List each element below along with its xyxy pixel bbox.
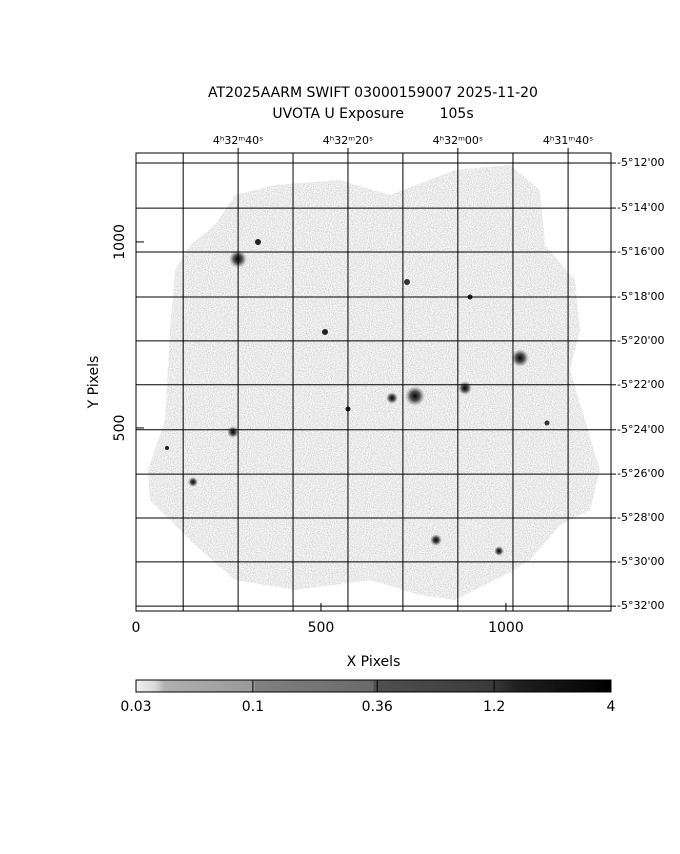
source xyxy=(405,386,425,406)
plot-frame xyxy=(135,152,612,612)
y2-tick-label: -5°18'00 xyxy=(617,290,665,303)
colorbar-tick-label: 1.2 xyxy=(483,699,505,715)
source xyxy=(386,392,398,404)
colorbar-tick-label: 0.03 xyxy=(120,699,151,715)
y-tick-label: 500 xyxy=(112,415,128,442)
source xyxy=(544,420,550,426)
source xyxy=(511,349,529,367)
y2-tick-label: -5°12'00 xyxy=(617,156,665,169)
y2-tick-label: -5°30'00 xyxy=(617,555,665,568)
y2-tick-label: -5°16'00 xyxy=(617,245,665,258)
x-tick-label: 0 xyxy=(132,620,141,636)
y2-tick-label: -5°14'00 xyxy=(617,201,665,214)
chart-subtitle: UVOTA U Exposure 105s xyxy=(272,106,473,122)
source xyxy=(227,426,239,438)
source xyxy=(430,534,442,546)
image-field xyxy=(148,165,600,600)
source xyxy=(255,239,261,245)
source xyxy=(165,446,169,450)
x2-tick-label: 4ʰ32ᵐ40ˢ xyxy=(213,134,263,147)
axes: 0 500 1000 500 1000 4ʰ32ᵐ40ˢ 4ʰ32ᵐ20ˢ 4ʰ32ᵐ00ˢ 4… xyxy=(86,134,665,715)
y-tick-label: 1000 xyxy=(112,224,128,260)
y2-tick-label: -5°24'00 xyxy=(617,423,665,436)
exposure-area xyxy=(148,165,600,600)
y2-tick-label: -5°22'00 xyxy=(617,378,665,391)
source xyxy=(494,546,504,556)
y2-tick-label: -5°28'00 xyxy=(617,511,665,524)
x2-tick-label: 4ʰ32ᵐ00ˢ xyxy=(433,134,483,147)
chart-title: AT2025AARM SWIFT 03000159007 2025-11-20 xyxy=(208,85,538,101)
y2-tick-label: -5°20'00 xyxy=(617,334,665,347)
colorbar-tick-label: 4 xyxy=(607,699,616,715)
x-tick-label: 1000 xyxy=(488,620,524,636)
colorbar xyxy=(135,679,612,693)
x2-tick-label: 4ʰ31ᵐ40ˢ xyxy=(543,134,593,147)
source xyxy=(188,477,198,487)
y2-tick-label: -5°26'00 xyxy=(617,467,665,480)
x-tick-label: 500 xyxy=(308,620,335,636)
source xyxy=(404,279,410,285)
source xyxy=(322,329,328,335)
x2-tick-label: 4ʰ32ᵐ20ˢ xyxy=(323,134,373,147)
x-axis-label: X Pixels xyxy=(347,654,401,670)
y2-tick-label: -5°32'00 xyxy=(617,599,665,612)
colorbar-tick-label: 0.1 xyxy=(242,699,264,715)
colorbar-tick-label: 0.36 xyxy=(362,699,393,715)
source xyxy=(458,381,472,395)
y-axis-label: Y Pixels xyxy=(86,356,102,410)
